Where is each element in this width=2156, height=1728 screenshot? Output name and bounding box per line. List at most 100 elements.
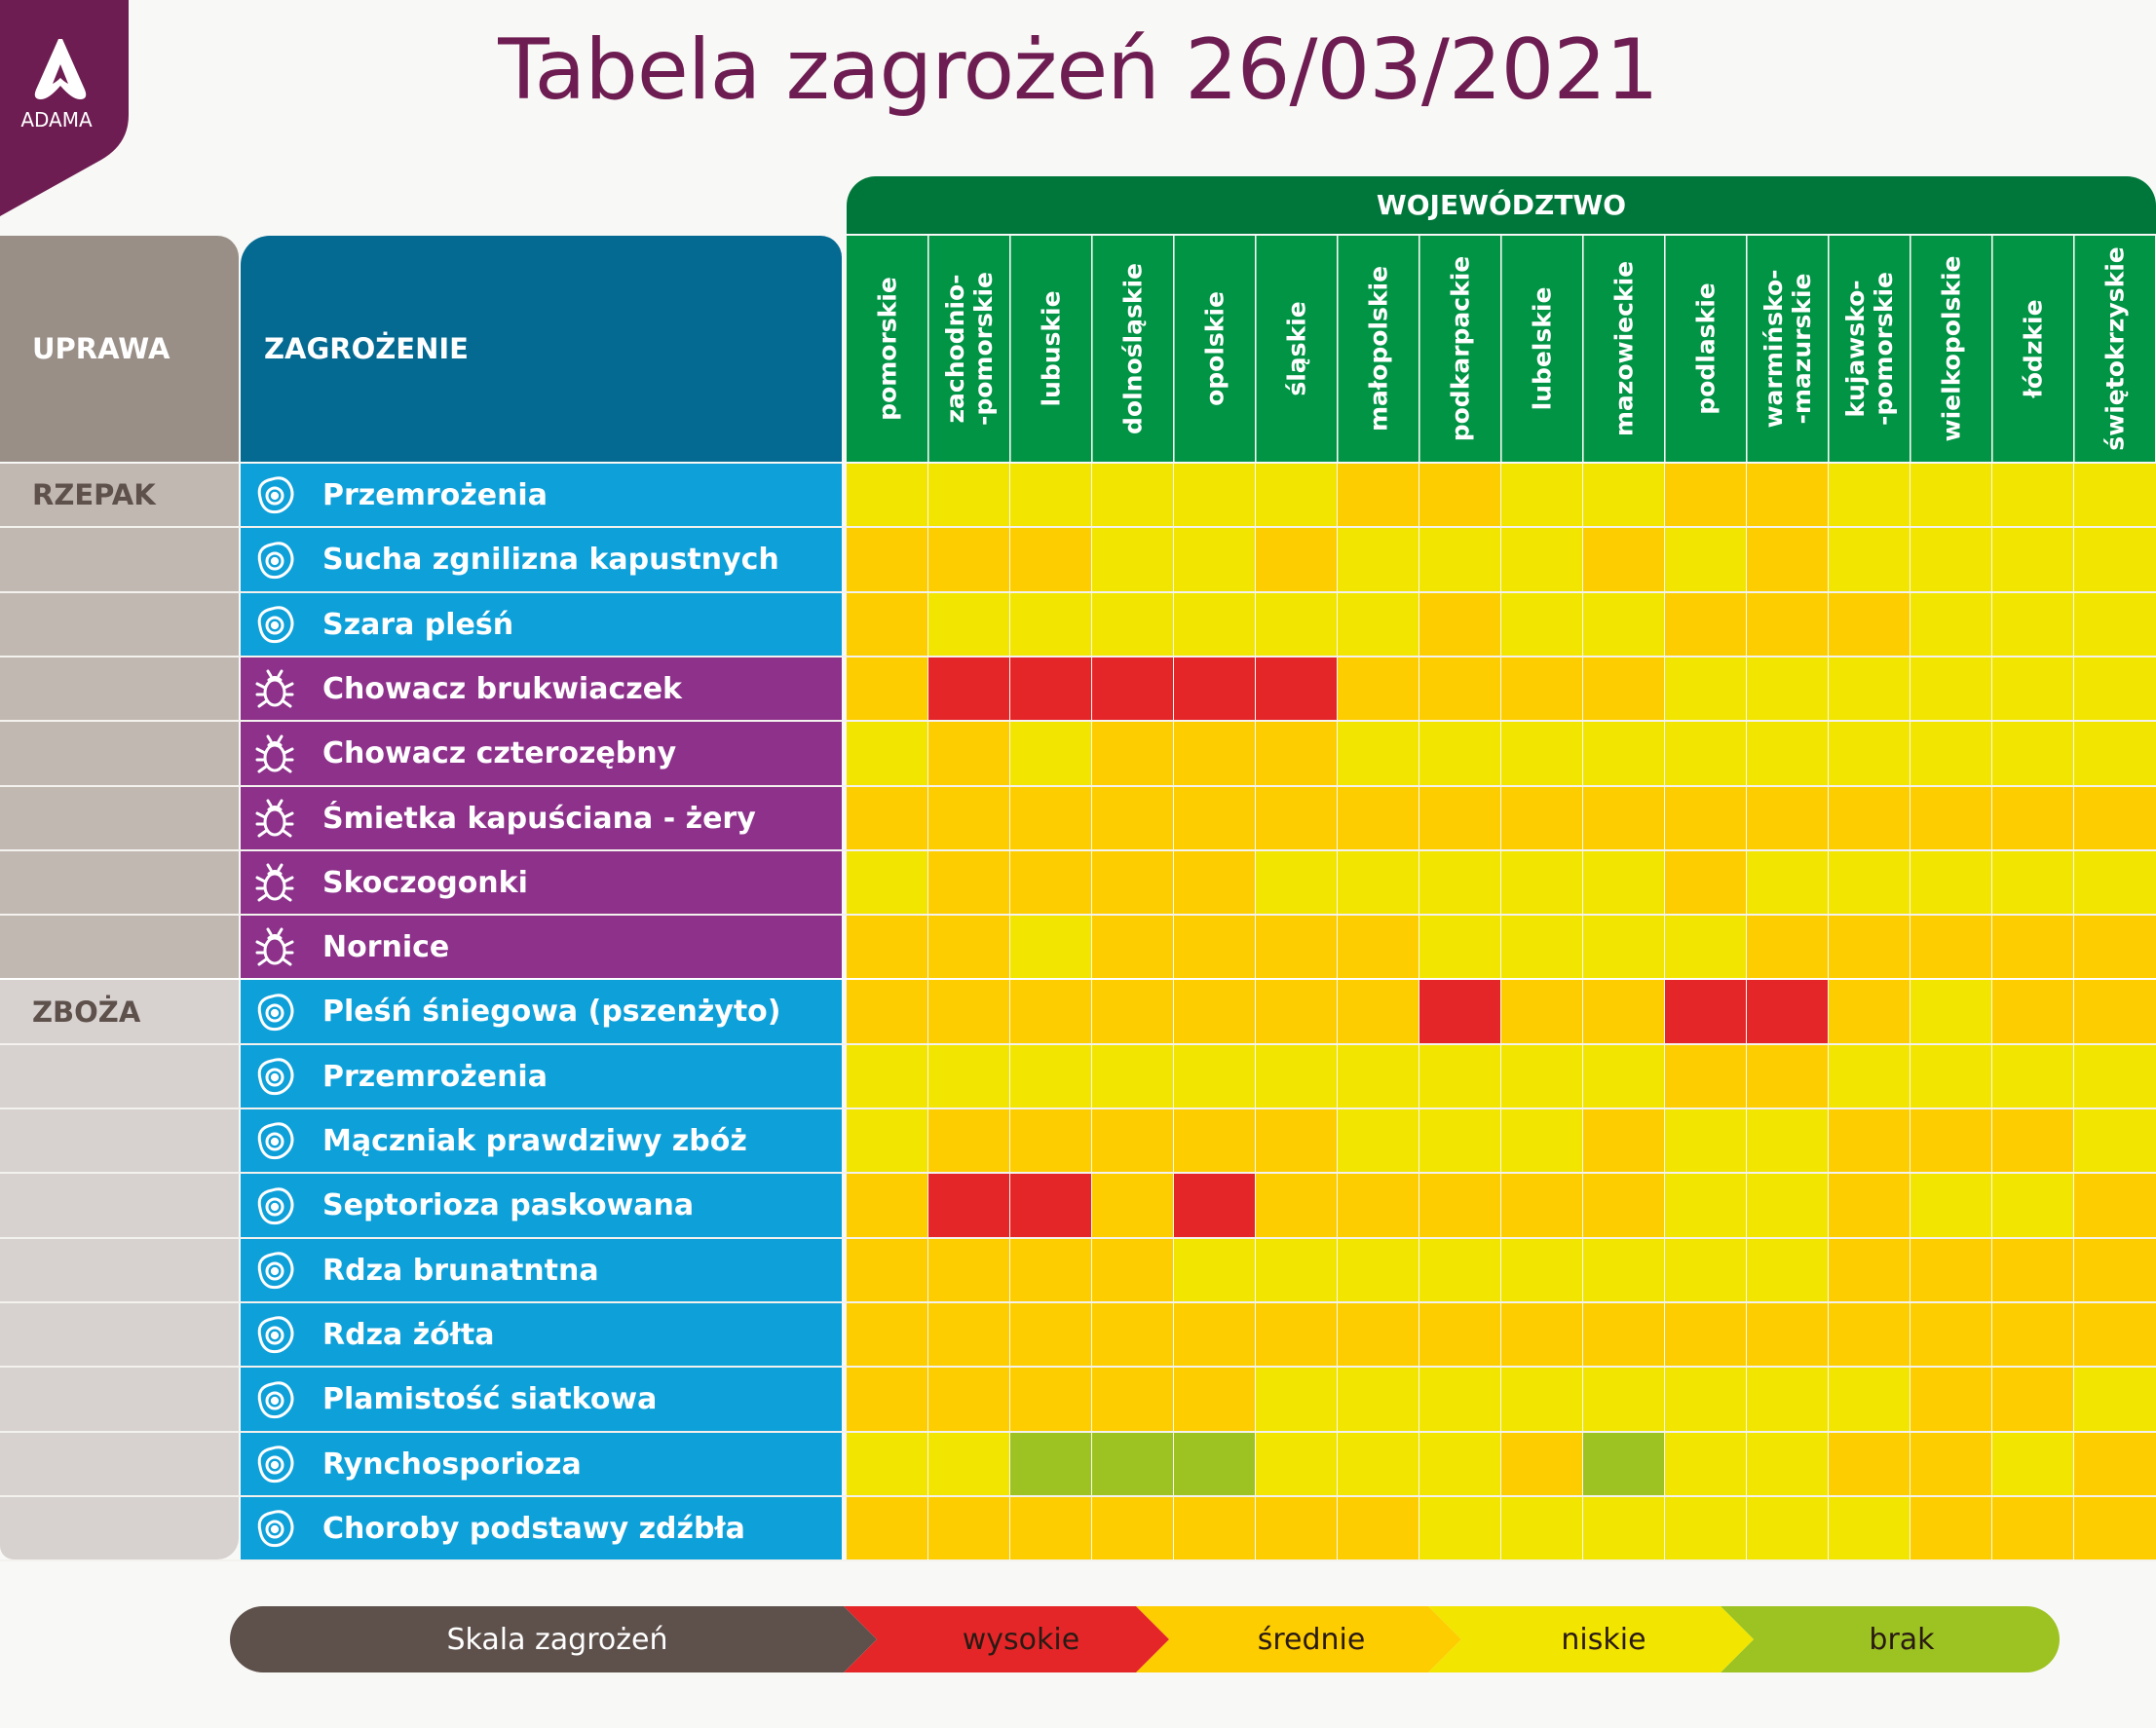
heat-cell: [1992, 851, 2073, 914]
threat-row: Rynchosporioza: [241, 1433, 842, 1495]
heat-cell: [847, 916, 927, 978]
page-title: Tabela zagrożeń 26/03/2021: [498, 21, 1659, 119]
heat-cell: [1583, 1497, 1664, 1559]
crop-cell: [0, 657, 239, 720]
heat-cell: [1256, 1174, 1337, 1237]
heat-cell: [847, 593, 927, 656]
heat-cell: [1338, 787, 1418, 849]
threat-label: Sucha zgnilizna kapustnych: [322, 543, 779, 577]
heat-cell: [847, 528, 927, 591]
heat-cell: [1501, 1497, 1582, 1559]
heat-cell: [1583, 1368, 1664, 1431]
heat-cell: [1665, 1045, 1746, 1108]
fungus-icon: [257, 1122, 294, 1160]
region-label: kujawsko- -pomorskie: [1841, 271, 1898, 427]
heat-cell: [847, 1303, 927, 1366]
heat-cell: [1910, 1174, 1991, 1237]
heat-cell: [1829, 980, 1910, 1043]
heat-cell: [1174, 1303, 1255, 1366]
threat-label: Mączniak prawdziwy zbóż: [322, 1123, 747, 1158]
heat-cell: [1256, 787, 1337, 849]
scale-label-high: wysokie: [963, 1623, 1079, 1657]
region-label: małopolskie: [1364, 265, 1393, 432]
region-label: zachodnio- -pomorskie: [941, 271, 998, 427]
heat-cell: [2074, 787, 2156, 849]
heat-cell: [1419, 657, 1500, 720]
heat-cell: [1747, 1368, 1828, 1431]
heat-cell: [1256, 528, 1337, 591]
heat-cell: [1174, 528, 1255, 591]
heat-cell: [1010, 851, 1091, 914]
region-label: śląskie: [1282, 301, 1311, 396]
heat-cell: [1747, 657, 1828, 720]
threat-label: Pleśń śniegowa (pszenżyto): [322, 995, 781, 1029]
heat-cell: [1174, 657, 1255, 720]
fungus-icon: [257, 541, 294, 579]
region-header: opolskie: [1174, 236, 1255, 462]
heat-cell: [1501, 1303, 1582, 1366]
heat-cell: [1419, 1303, 1500, 1366]
heat-cell: [1256, 980, 1337, 1043]
heat-cell: [1338, 1303, 1418, 1366]
heat-cell: [1829, 464, 1910, 526]
row-divider: [0, 1559, 2156, 1561]
heat-cell: [1256, 1303, 1337, 1366]
heat-cell: [2074, 1497, 2156, 1559]
heat-cell: [1338, 722, 1418, 785]
heat-cell: [1829, 1433, 1910, 1495]
heat-cell: [2074, 1239, 2156, 1301]
heat-cell: [1256, 1497, 1337, 1559]
heat-cell: [1583, 593, 1664, 656]
heat-cell: [1338, 1239, 1418, 1301]
heat-cell: [1992, 1368, 2073, 1431]
heat-cell: [1583, 980, 1664, 1043]
row-divider: [0, 1301, 2156, 1303]
scale-high: [844, 1606, 1169, 1672]
heat-cell: [2074, 980, 2156, 1043]
heat-cell: [1010, 464, 1091, 526]
region-label: pomorskie: [873, 277, 901, 421]
fungus-icon: [257, 476, 294, 514]
heat-cell: [1910, 787, 1991, 849]
heat-cell: [1583, 787, 1664, 849]
heat-cell: [847, 1239, 927, 1301]
crop-cell: [0, 787, 239, 849]
heat-cell: [1338, 980, 1418, 1043]
heat-cell: [1665, 851, 1746, 914]
heat-cell: [1092, 528, 1173, 591]
fungus-icon: [257, 606, 294, 644]
threat-label: Przemrożenia: [322, 477, 548, 512]
fungus-icon: [257, 1316, 294, 1354]
heat-cell: [1910, 851, 1991, 914]
region-label: świętokrzyskie: [2100, 246, 2130, 451]
threat-label: Plamistość siatkowa: [322, 1382, 658, 1416]
threat-label: Septorioza paskowana: [322, 1188, 695, 1222]
heat-cell: [1010, 1239, 1091, 1301]
heat-cell: [928, 1433, 1009, 1495]
fungus-icon: [257, 1058, 294, 1096]
region-header: śląskie: [1256, 236, 1337, 462]
heat-cell: [1665, 1109, 1746, 1172]
heat-cell: [1992, 1174, 2073, 1237]
row-divider: [0, 785, 2156, 787]
heat-cell: [1092, 1174, 1173, 1237]
row-divider: [0, 978, 2156, 980]
crop-cell: [0, 916, 239, 978]
heat-cell: [1256, 851, 1337, 914]
heat-cell: [1829, 916, 1910, 978]
heat-cell: [1829, 1497, 1910, 1559]
region-header: mazowieckie: [1583, 236, 1664, 462]
heat-cell: [1747, 916, 1828, 978]
heat-cell: [1419, 980, 1500, 1043]
heat-cell: [1256, 1239, 1337, 1301]
heat-cell: [1747, 1045, 1828, 1108]
heat-cell: [1747, 1174, 1828, 1237]
threat-label: Nornice: [322, 929, 450, 964]
heat-cell: [1256, 1368, 1337, 1431]
heat-cell: [1665, 980, 1746, 1043]
threat-row: Śmietka kapuściana - żery: [241, 787, 842, 849]
row-divider: [0, 526, 2156, 528]
heat-cell: [1174, 851, 1255, 914]
heat-cell: [1501, 528, 1582, 591]
beetle-icon: [255, 927, 294, 966]
